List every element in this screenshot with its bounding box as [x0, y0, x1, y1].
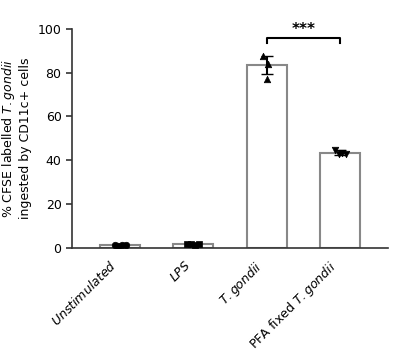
Text: $\it{LPS}$: $\it{LPS}$ — [167, 258, 193, 285]
Point — [115, 243, 122, 249]
Point — [122, 242, 129, 248]
Point — [343, 151, 349, 157]
Point — [196, 241, 202, 247]
Text: $\it{T.gondii}$: $\it{T.gondii}$ — [216, 258, 267, 309]
Y-axis label: % CFSE labelled $\it{T. gondii}$
ingested by CD11c+ cells: % CFSE labelled $\it{T. gondii}$ ingeste… — [0, 58, 32, 219]
Bar — [173, 244, 214, 248]
Point — [265, 61, 272, 67]
Point — [192, 242, 199, 248]
Bar — [100, 245, 140, 248]
Point — [260, 54, 266, 59]
Point — [119, 242, 125, 248]
Point — [332, 147, 338, 153]
Point — [112, 242, 118, 248]
Text: $\it{Unstimulated}$: $\it{Unstimulated}$ — [49, 258, 120, 329]
Point — [336, 151, 342, 157]
Bar — [320, 153, 360, 248]
Point — [264, 76, 270, 82]
Text: PFA fixed $\it{T. gondii}$: PFA fixed $\it{T. gondii}$ — [246, 258, 340, 353]
Text: ***: *** — [292, 22, 316, 37]
Point — [184, 241, 190, 247]
Bar — [246, 65, 287, 248]
Point — [339, 150, 346, 156]
Point — [188, 242, 194, 248]
